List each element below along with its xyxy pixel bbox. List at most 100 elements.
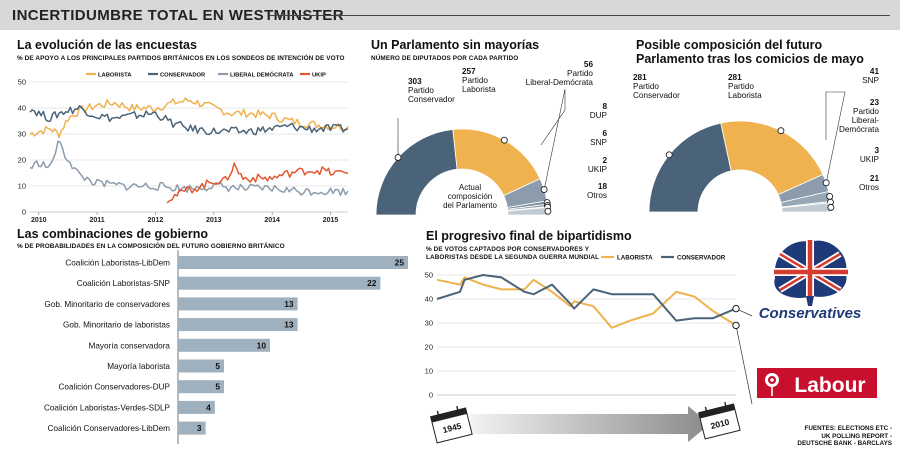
time-arrow xyxy=(470,406,710,442)
calendar-ring xyxy=(456,405,460,414)
flag-cross-red xyxy=(774,240,848,298)
bar xyxy=(178,421,206,435)
bar-category-label: Coalición Laboristas-SNP xyxy=(77,279,171,288)
bar-value-label: 13 xyxy=(284,299,294,309)
legend-label: LIBERAL DEMÓCRATA xyxy=(230,71,294,79)
seat-label-line: Partido xyxy=(633,82,659,91)
polls-subtitle: % DE APOYO A LOS PRINCIPALES PARTIDOS BR… xyxy=(17,55,345,62)
leader-line xyxy=(825,91,846,183)
bar xyxy=(178,256,408,269)
seat-label: 3 UKIP xyxy=(860,146,880,164)
seat-label-line: Partido xyxy=(408,86,434,95)
seat-label-line: DUP xyxy=(590,111,608,120)
seat-label: 6 SNP xyxy=(590,129,607,147)
seat-segment xyxy=(720,120,824,196)
y-tick-label: 30 xyxy=(18,130,26,139)
header-rule xyxy=(270,15,890,16)
seat-marker xyxy=(500,136,508,144)
seat-marker xyxy=(827,203,835,211)
x-tick-label: 2014 xyxy=(264,217,280,224)
future-title-line1: Posible composición del futuro xyxy=(636,38,823,52)
bar xyxy=(178,380,224,394)
rose-icon xyxy=(765,373,779,396)
y-tick-label: 20 xyxy=(18,156,26,165)
calendar-ring xyxy=(704,406,709,415)
conservatives-tree-icon xyxy=(774,240,848,306)
seat-marker xyxy=(777,127,785,135)
bar-category-label: Coalición Laboristas-Verdes-SDLP xyxy=(44,403,171,412)
future-title-line2: Parlamento tras los comicios de mayo xyxy=(636,52,864,66)
legend-label: LABORISTA xyxy=(98,73,132,79)
seat-label-line: 2 xyxy=(602,156,607,165)
seat-label-line: UKIP xyxy=(860,155,880,164)
seat-label-line: Demócrata xyxy=(839,125,879,134)
seat-marker xyxy=(394,154,402,161)
seat-label-line: 3 xyxy=(874,146,879,155)
seat-label-line: Partido xyxy=(728,82,754,91)
legend-label: UKIP xyxy=(312,73,326,79)
y-tick-label: 10 xyxy=(18,182,26,191)
y-tick-label: 50 xyxy=(18,78,26,87)
sources: FUENTES: ELECTIONS ETC - UK POLLING REPO… xyxy=(780,425,892,448)
seat-label-line: SNP xyxy=(862,76,879,85)
seat-label-line: Conservador xyxy=(408,95,455,104)
bar-value-label: 13 xyxy=(284,320,294,330)
center-label: Actual xyxy=(459,183,481,192)
seat-label: 8 DUP xyxy=(590,102,608,120)
bar-category-label: Mayoría laborista xyxy=(107,362,170,371)
bar-value-label: 5 xyxy=(215,361,220,371)
seat-label-line: 6 xyxy=(602,129,607,138)
conservatives-logo-text: Conservatives xyxy=(759,305,862,322)
series-line xyxy=(436,276,737,329)
seat-label-line: SNP xyxy=(590,138,607,147)
y-tick-label: 0 xyxy=(429,391,433,400)
y-tick-label: 40 xyxy=(425,295,433,304)
series-line xyxy=(166,162,348,204)
seat-label-line: Liberal- xyxy=(852,116,880,125)
x-tick-label: 2010 xyxy=(31,217,47,224)
coalitions-title: Las combinaciones de gobierno xyxy=(17,227,209,241)
seat-marker xyxy=(544,207,552,215)
labour-logo-text: Labour xyxy=(794,374,865,397)
legend-label: LABORISTA xyxy=(617,255,653,262)
seat-marker xyxy=(665,151,673,159)
page-title: INCERTIDUMBRE TOTAL EN WESTMINSTER xyxy=(12,7,344,24)
series-line xyxy=(29,97,349,139)
center-label: composición xyxy=(448,192,492,201)
bar-value-label: 25 xyxy=(395,258,405,268)
x-tick-label: 2011 xyxy=(90,217,105,224)
center-label: del Parlamento xyxy=(443,201,497,210)
parliament-subtitle: NÚMERO DE DIPUTADOS POR CADA PARTIDO xyxy=(371,55,519,62)
seat-label-line: Otros xyxy=(587,191,607,200)
bar xyxy=(178,338,270,352)
x-tick-label: 2013 xyxy=(206,217,222,224)
seat-label-line: Laborista xyxy=(728,91,762,100)
seat-label: 257 Partido Laborista xyxy=(462,67,496,94)
y-tick-label: 20 xyxy=(425,343,433,352)
bar-category-label: Coalición Conservadores-DUP xyxy=(59,383,171,392)
seat-label: 23 Partido Liberal-Demócrata xyxy=(839,98,879,134)
seat-label-line: 41 xyxy=(870,67,880,76)
source-line: UK POLLING REPORT - xyxy=(821,432,892,440)
y-tick-label: 50 xyxy=(425,271,433,280)
seat-label-line: 8 xyxy=(602,102,607,111)
seat-label-line: Partido xyxy=(462,76,488,85)
rose-core xyxy=(770,378,774,382)
calendar-year: 2010 xyxy=(710,417,731,431)
seat-label: 281 Partido Conservador xyxy=(633,73,680,100)
seat-label-line: Laborista xyxy=(462,85,496,94)
source-line: FUENTES: ELECTIONS ETC - xyxy=(804,425,892,432)
calendar-1945-icon: 1945 xyxy=(430,405,473,444)
calendar-2010-icon: 2010 xyxy=(698,401,741,440)
bar-category-label: Coalición Conservadores-LibDem xyxy=(48,424,171,433)
seat-label-line: 21 xyxy=(870,174,880,183)
bar-category-label: Coalición Laboristas-LibDem xyxy=(65,259,170,268)
seat-label-line: Partido xyxy=(853,107,879,116)
x-tick-label: 2012 xyxy=(148,217,164,224)
leader-line xyxy=(735,325,753,405)
header-bar: INCERTIDUMBRE TOTAL EN WESTMINSTER xyxy=(0,0,900,30)
bipartisan-subtitle-line1: % DE VOTOS CAPTADOS POR CONSERVADORES Y xyxy=(426,246,590,253)
y-tick-label: 10 xyxy=(425,367,433,376)
seat-label-line: Conservador xyxy=(633,91,680,100)
